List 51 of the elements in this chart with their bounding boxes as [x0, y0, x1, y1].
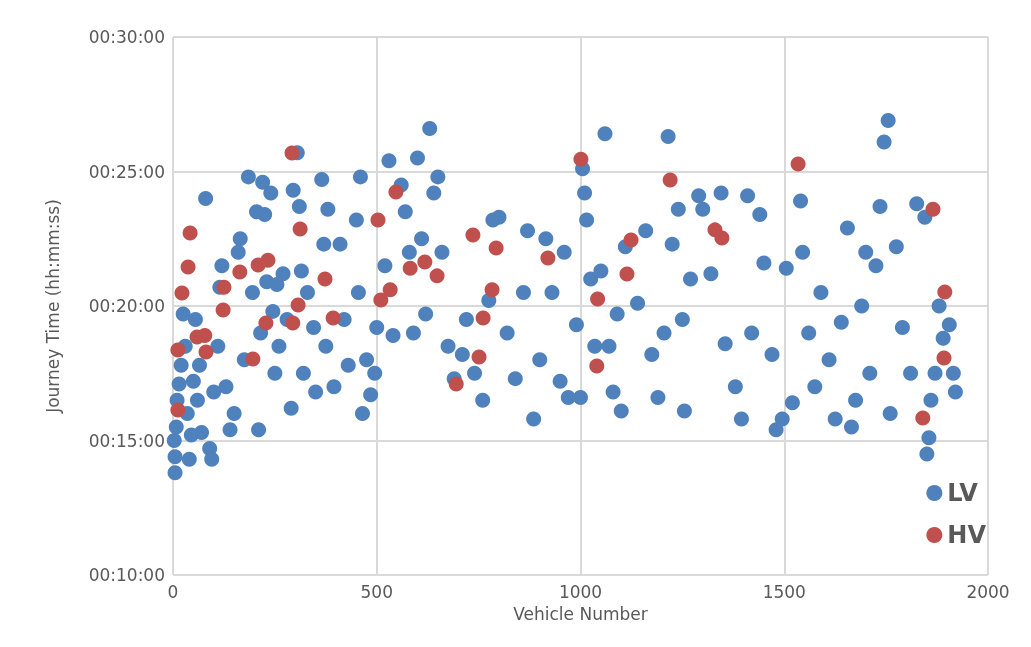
y-tick-label: 00:10:00 [88, 565, 165, 585]
point [258, 315, 274, 331]
point [232, 264, 248, 280]
point [198, 344, 214, 360]
x-tick-label: 500 [360, 581, 393, 602]
point [182, 225, 198, 241]
point [589, 358, 605, 374]
point [540, 250, 556, 266]
point [662, 172, 678, 188]
x-tick-label: 1000 [558, 581, 603, 602]
point [465, 227, 481, 243]
x-axis-title: Vehicle Number [513, 603, 648, 624]
legend-label: HV [947, 521, 987, 549]
point [215, 302, 231, 318]
point [429, 268, 445, 284]
point [370, 212, 386, 228]
point [471, 349, 487, 365]
point [915, 410, 931, 426]
y-tick-label: 00:25:00 [88, 161, 165, 182]
point [382, 282, 398, 298]
x-tick-label: 2000 [966, 581, 1010, 602]
y-tick-label: 00:15:00 [88, 430, 165, 451]
point [488, 240, 504, 256]
point [260, 252, 276, 268]
point [484, 282, 500, 298]
point [284, 145, 300, 161]
point [292, 221, 308, 237]
y-axis-title: Journey Time (hh:mm:ss) [42, 199, 63, 414]
y-tick-label: 00:30:00 [88, 27, 165, 47]
y-tick-label: 00:20:00 [88, 296, 165, 316]
point [290, 297, 306, 313]
point [417, 254, 433, 270]
point [790, 156, 806, 172]
point [475, 310, 491, 326]
point [590, 291, 606, 307]
point [448, 376, 464, 392]
point [925, 201, 941, 217]
point [714, 230, 730, 246]
point [180, 259, 196, 275]
point [317, 271, 333, 287]
point [936, 350, 952, 366]
legend-label: LV [947, 479, 979, 507]
point [937, 284, 953, 300]
point [402, 260, 418, 276]
point [619, 266, 635, 282]
point [216, 279, 232, 295]
point [325, 310, 341, 326]
point [174, 285, 190, 301]
point [373, 292, 389, 308]
x-tick-label: 0 [167, 581, 179, 602]
x-tick-label: 1500 [762, 581, 806, 602]
